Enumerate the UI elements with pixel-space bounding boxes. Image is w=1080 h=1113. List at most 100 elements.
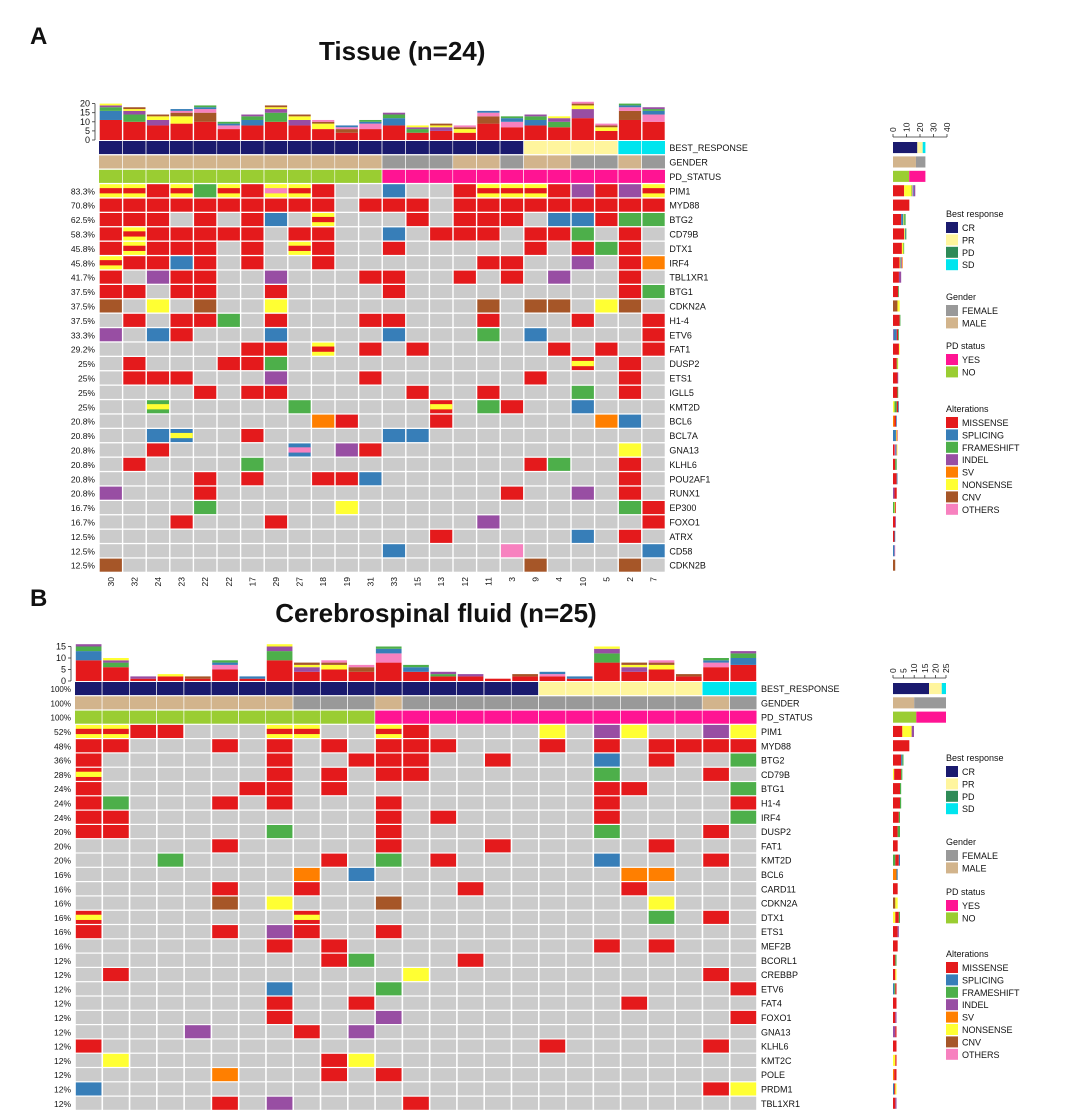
empty-cell	[123, 515, 146, 529]
gene-pct-label: 12%	[54, 999, 71, 1009]
alteration-cell	[170, 198, 193, 212]
gene-pct-label: 20.8%	[71, 417, 96, 427]
top-axis-tick-label: 5	[61, 665, 66, 675]
gene-bar-segment	[901, 257, 903, 269]
empty-cell	[184, 1082, 211, 1096]
top-count-bar-segment	[212, 662, 238, 665]
empty-cell	[103, 1039, 129, 1053]
top-count-bar-segment	[500, 116, 524, 119]
legend-swatch	[946, 999, 958, 1011]
empty-cell	[512, 1068, 538, 1082]
empty-cell	[123, 414, 146, 428]
top-count-bar-segment	[457, 674, 484, 677]
annotation-cell	[429, 155, 453, 169]
empty-cell	[730, 896, 757, 910]
gene-bar-segment	[894, 768, 902, 780]
empty-cell	[312, 529, 335, 543]
empty-cell	[594, 882, 620, 896]
top-axis-tick-label: 0	[61, 676, 66, 686]
top-axis-tick-label: 20	[80, 99, 90, 109]
empty-cell	[359, 299, 382, 313]
empty-cell	[264, 486, 288, 500]
alteration-cell-secondary	[288, 188, 311, 194]
gene-bar-segment	[893, 797, 900, 809]
empty-cell	[403, 796, 429, 810]
annotation-cell	[238, 696, 266, 710]
alteration-cell-secondary	[266, 728, 293, 735]
empty-cell	[335, 357, 358, 371]
legend-swatch	[946, 466, 958, 478]
gene-bar-segment	[895, 502, 896, 514]
legend-label: NONSENSE	[962, 1025, 1013, 1035]
legend-swatch	[946, 803, 958, 815]
empty-cell	[512, 1096, 538, 1110]
annotation-cell	[429, 682, 457, 696]
empty-cell	[217, 241, 240, 255]
legend-label: YES	[962, 901, 980, 911]
annotation-cell	[566, 682, 593, 696]
empty-cell	[170, 457, 193, 471]
alteration-cell	[642, 501, 665, 515]
empty-cell	[184, 1010, 211, 1024]
empty-cell	[477, 486, 500, 500]
alteration-cell	[594, 767, 620, 781]
annotation-cell	[500, 155, 524, 169]
top-count-bar-segment	[321, 662, 347, 665]
gene-bar-segment	[893, 329, 894, 341]
top-count-bar-segment	[294, 664, 320, 668]
empty-cell	[594, 925, 620, 939]
empty-cell	[457, 796, 484, 810]
annotation-cell	[184, 710, 211, 724]
panel-title: Tissue (n=24)	[319, 36, 485, 66]
gene-bar-segment	[893, 185, 905, 197]
empty-cell	[157, 968, 184, 982]
alteration-cell	[321, 1068, 347, 1082]
empty-cell	[335, 371, 358, 385]
alteration-cell	[170, 515, 193, 529]
empty-cell	[621, 1025, 648, 1039]
gene-bar-segment	[911, 725, 914, 737]
alteration-cell	[375, 896, 402, 910]
empty-cell	[485, 1010, 511, 1024]
alteration-cell	[595, 198, 618, 212]
empty-cell	[430, 796, 457, 810]
empty-cell	[130, 867, 157, 881]
top-count-bar-segment	[453, 125, 476, 128]
alteration-cell	[266, 1010, 293, 1024]
alteration-cell	[621, 996, 648, 1010]
empty-cell	[512, 968, 538, 982]
empty-cell	[382, 414, 406, 428]
top-count-bar-segment	[212, 669, 238, 681]
empty-cell	[130, 910, 157, 924]
top-count-bar-segment	[430, 674, 457, 677]
empty-cell	[675, 925, 702, 939]
gene-bar-segment	[895, 854, 899, 866]
empty-cell	[675, 753, 702, 767]
empty-cell	[430, 501, 453, 515]
alteration-cell	[675, 739, 702, 753]
empty-cell	[477, 270, 500, 284]
alteration-cell	[103, 968, 129, 982]
alteration-cell	[648, 739, 675, 753]
empty-cell	[512, 925, 538, 939]
empty-cell	[212, 982, 238, 996]
empty-cell	[642, 241, 665, 255]
empty-cell	[239, 1068, 266, 1082]
empty-cell	[403, 1053, 429, 1067]
empty-cell	[103, 939, 129, 953]
empty-cell	[403, 782, 429, 796]
alteration-cell	[170, 241, 193, 255]
sample-label: 13	[436, 577, 446, 587]
gene-bar-segment	[894, 530, 896, 542]
legend-swatch	[946, 259, 958, 271]
empty-cell	[485, 724, 511, 738]
sample-label: 24	[153, 577, 163, 587]
empty-cell	[430, 839, 457, 853]
empty-cell	[453, 357, 476, 371]
empty-cell	[184, 996, 211, 1010]
alteration-cell	[103, 739, 129, 753]
empty-cell	[130, 968, 157, 982]
empty-cell	[648, 782, 675, 796]
empty-cell	[566, 825, 593, 839]
